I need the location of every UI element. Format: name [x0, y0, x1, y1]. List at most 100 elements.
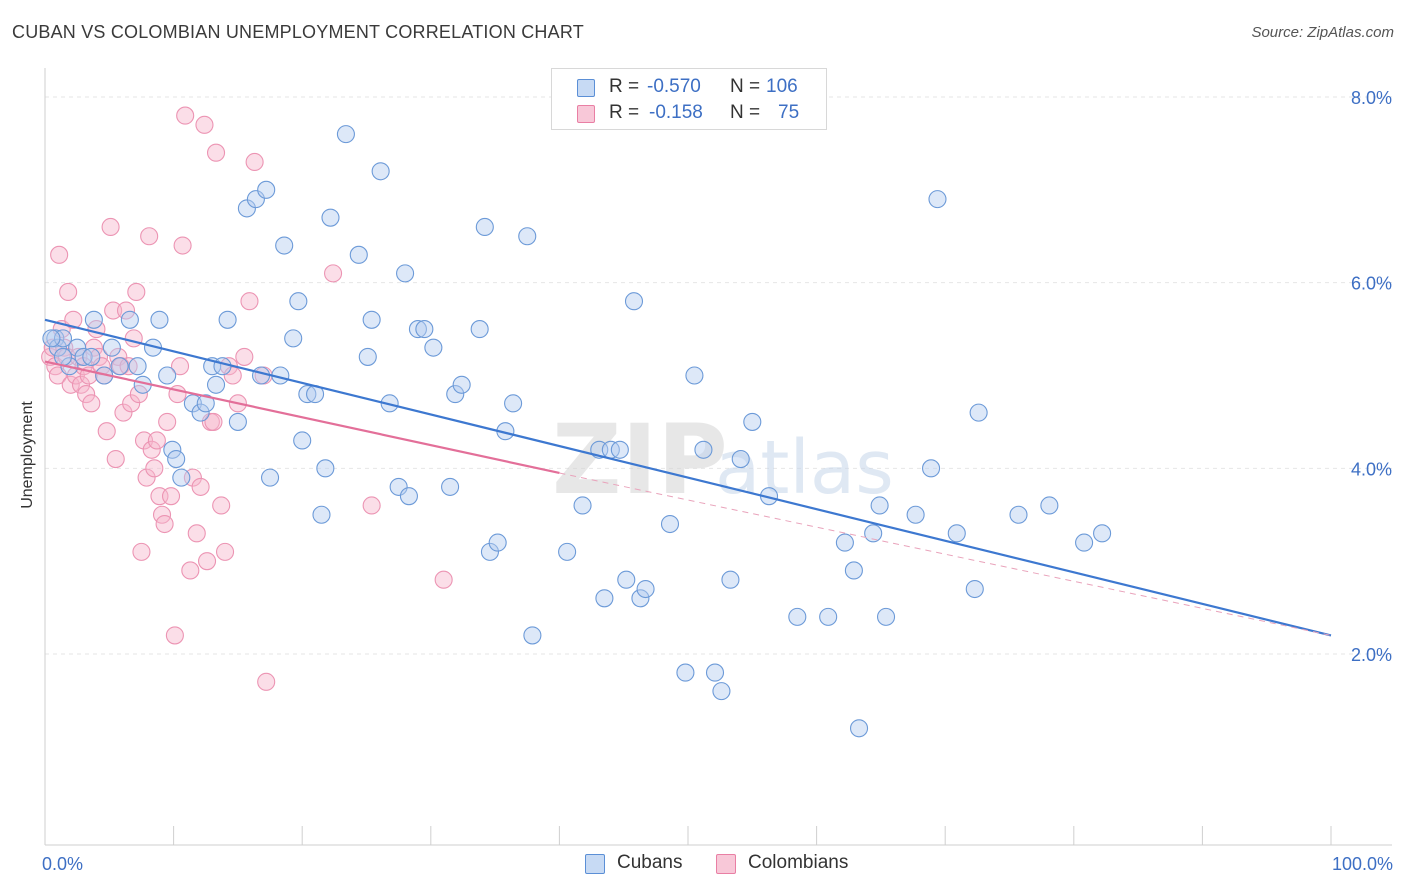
- colombians-point: [77, 385, 96, 404]
- cubans-point: [183, 394, 202, 413]
- cubans-point: [371, 162, 390, 181]
- colombians-point: [140, 227, 159, 246]
- colombians-point: [235, 347, 254, 366]
- cubans-point: [257, 180, 276, 199]
- colombians-point: [155, 514, 174, 534]
- watermark-atlas: atlas: [715, 425, 894, 511]
- colombians-point: [245, 152, 264, 172]
- colombians-point: [145, 459, 164, 478]
- cubans-point: [399, 487, 418, 506]
- cubans-point: [488, 533, 507, 552]
- n-value: 75: [778, 102, 800, 123]
- colombians-swatch: [577, 105, 595, 123]
- colombians-point: [137, 468, 156, 487]
- cubans-point: [275, 236, 294, 255]
- colombians-point: [187, 524, 206, 543]
- cubans-point: [74, 347, 93, 366]
- cubans-point: [191, 403, 210, 422]
- cubans-point: [480, 542, 500, 561]
- y-tick-label: 2.0%: [1351, 645, 1392, 665]
- cubans-point: [284, 329, 303, 348]
- r-value: -0.158: [649, 102, 703, 123]
- cubans-point: [128, 357, 147, 376]
- colombians-trend-line: [44, 360, 560, 475]
- cubans-point: [48, 338, 67, 357]
- colombians-point: [132, 542, 151, 561]
- grid-lines: [45, 96, 1392, 655]
- cubans-point: [452, 375, 471, 394]
- cubans-point: [206, 375, 226, 394]
- cubans-point: [731, 449, 750, 469]
- colombians-point: [71, 375, 91, 394]
- cubans-point: [788, 607, 807, 626]
- cubans-point: [965, 579, 984, 599]
- colombians-point: [129, 385, 148, 404]
- colombians-point: [122, 394, 141, 413]
- y-tick-label: 6.0%: [1351, 274, 1392, 294]
- tick-labels: 2.0% 4.0% 6.0% 8.0% 0.0% 100.0%: [42, 88, 1393, 874]
- cubans-point: [336, 125, 355, 144]
- colombians-point: [134, 431, 154, 450]
- colombians-point: [147, 431, 166, 450]
- colombians-point: [116, 301, 136, 320]
- cubans-point: [819, 607, 838, 626]
- colombians-point: [124, 329, 143, 348]
- cubans-swatch: [577, 79, 595, 97]
- chart-title: CUBAN VS COLOMBIAN UNEMPLOYMENT CORRELAT…: [12, 22, 584, 42]
- cubans-point: [163, 440, 182, 459]
- cubans-point: [610, 440, 629, 459]
- colombians-point: [240, 292, 259, 311]
- cubans-point: [864, 524, 883, 543]
- cubans-point: [172, 468, 191, 487]
- x-tick-label: 0.0%: [42, 854, 83, 874]
- legend-row-cubans: R = -0.570 N = 106: [552, 75, 828, 101]
- cubans-point: [676, 663, 695, 682]
- cubans-point: [1040, 496, 1059, 515]
- colombians-legend-label: Colombians: [748, 852, 849, 873]
- cubans-point: [246, 190, 265, 209]
- cubans-point: [53, 347, 73, 366]
- cubans-point: [743, 412, 762, 431]
- cubans-point: [660, 514, 680, 534]
- colombians-point: [165, 626, 184, 645]
- colombians-point: [59, 282, 78, 302]
- colombians-legend-swatch: [716, 854, 736, 874]
- cubans-point: [196, 394, 215, 413]
- colombians-point: [212, 496, 231, 515]
- cubans-point: [312, 505, 331, 524]
- cubans-point: [504, 394, 523, 413]
- colombians-point: [204, 412, 223, 431]
- colombians-point: [127, 282, 146, 302]
- colombians-point: [197, 552, 217, 571]
- cubans-point: [408, 320, 427, 339]
- cubans-point: [470, 320, 489, 339]
- cubans-point: [475, 217, 494, 237]
- cubans-point: [84, 310, 103, 329]
- cubans-point: [922, 459, 941, 478]
- colombians-point: [142, 440, 161, 459]
- cubans-points: [42, 125, 1112, 738]
- cubans-point: [518, 227, 537, 246]
- colombians-point: [50, 245, 69, 264]
- cubans-point: [298, 385, 317, 404]
- cubans-point: [158, 366, 177, 385]
- colombians-point: [195, 115, 214, 134]
- cubans-point: [424, 338, 443, 357]
- colombians-point: [181, 561, 200, 580]
- stats-legend: R = -0.570 N = 106 R = -0.158 N = 75: [551, 68, 827, 130]
- y-tick-label: 8.0%: [1351, 88, 1392, 108]
- cubans-point: [849, 719, 869, 738]
- colombians-point: [64, 310, 83, 329]
- cubans-point: [349, 245, 368, 264]
- cubans-legend-swatch: [585, 854, 605, 874]
- trend-lines: [44, 318, 1332, 637]
- cubans-point: [389, 477, 408, 496]
- cubans-point: [835, 533, 854, 552]
- cubans-point: [844, 561, 863, 580]
- legend-item-cubans: Cubans: [585, 851, 695, 877]
- cubans-point: [120, 310, 139, 329]
- cubans-point: [362, 310, 381, 329]
- cubans-point: [1075, 533, 1094, 552]
- colombians-point: [191, 477, 210, 496]
